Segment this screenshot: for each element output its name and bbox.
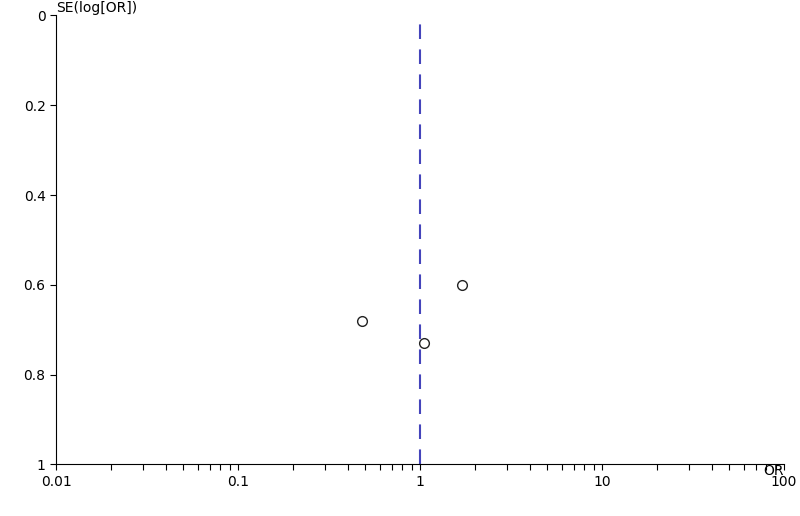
Text: OR: OR [763, 464, 784, 478]
Text: SE(log[OR]): SE(log[OR]) [56, 2, 137, 15]
